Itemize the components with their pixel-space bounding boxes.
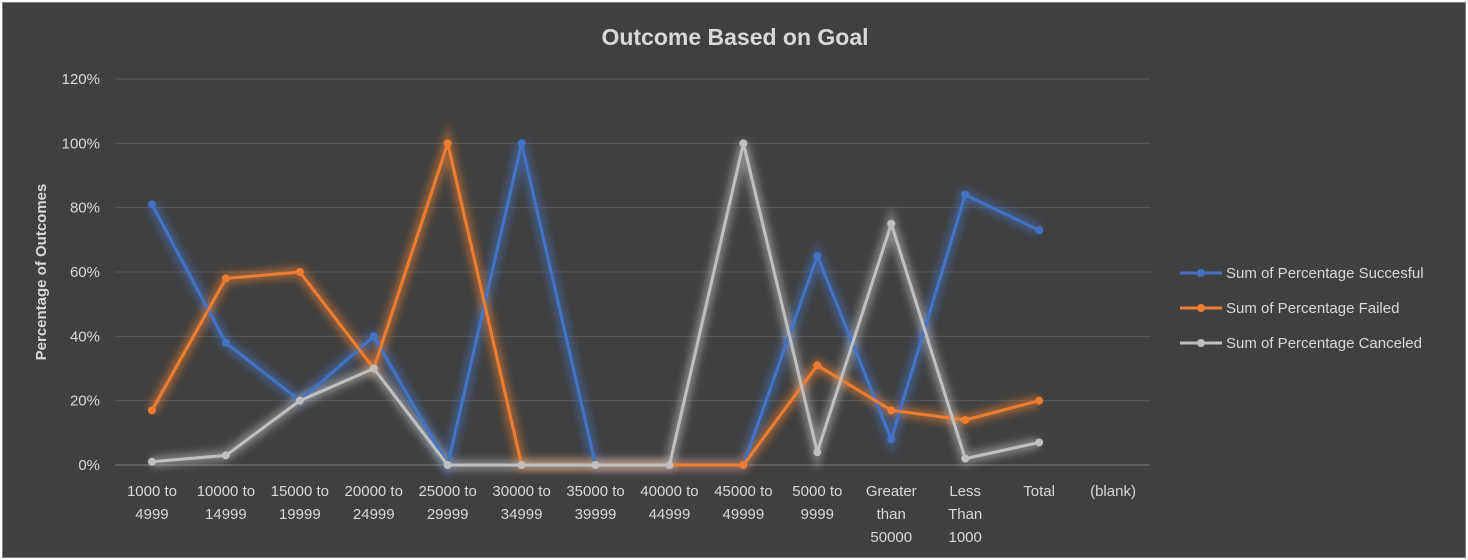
chart-title: Outcome Based on Goal [601,24,868,50]
legend-label: Sum of Percentage Canceled [1226,335,1422,352]
x-tick-label: 10000 to 14999 [197,483,255,523]
data-point [369,332,378,341]
y-tick-label: 20% [70,393,100,410]
data-point [517,461,526,469]
y-axis-ticks: 0% 20% 40% 60% 80% 100% 120% [62,71,100,474]
data-point [961,190,970,199]
data-point [813,361,822,370]
data-point [887,406,896,415]
x-tick-label: (blank) [1090,483,1136,500]
y-axis-title: Percentage of Outcomes [33,184,50,361]
legend-marker [1197,339,1205,347]
data-point [221,274,230,283]
x-tick-label: 35000 to 39999 [566,483,624,523]
data-point [887,435,896,444]
x-tick-label: Less Than 1000 [948,483,982,546]
x-tick-label: 15000 to 19999 [271,483,329,523]
series-lines [147,139,1044,469]
data-point [887,219,896,228]
data-point [443,461,452,469]
data-point [221,338,230,347]
x-tick-label: 30000 to 34999 [492,483,550,523]
data-point [1035,396,1044,405]
y-tick-label: 80% [70,200,100,217]
series-glow [147,124,1042,479]
data-point [369,364,378,373]
grid-lines [115,78,1150,402]
data-point [147,406,156,415]
legend: Sum of Percentage Succesful Sum of Percen… [1180,265,1424,352]
x-tick-label: 45000 to 49999 [714,483,772,523]
data-point [295,268,304,276]
x-tick-label: 40000 to 44999 [640,483,698,523]
data-point [295,396,304,405]
data-point [739,461,748,469]
x-tick-label: 5000 to 9999 [792,483,842,523]
y-tick-label: 0% [78,457,100,474]
x-tick-label: 25000 to 29999 [418,483,476,523]
data-point [739,139,748,148]
y-tick-label: 40% [70,328,100,345]
x-tick-label: Greater than 50000 [866,483,917,546]
legend-label: Sum of Percentage Succesful [1226,265,1424,282]
data-point [147,200,156,209]
data-point [1035,438,1044,447]
data-point [443,139,452,148]
x-tick-label: 20000 to 24999 [345,483,403,523]
legend-marker [1197,269,1205,277]
data-point [147,457,156,466]
y-tick-label: 60% [70,264,100,281]
y-tick-label: 120% [62,71,100,88]
data-point [591,461,600,469]
data-point [813,448,822,457]
data-point [961,415,970,424]
data-point [517,139,526,148]
x-tick-label: 1000 to 4999 [127,483,177,523]
data-point [1035,226,1044,235]
x-axis-ticks: 1000 to 4999 10000 to 14999 15000 to 19999 200… [127,483,1136,546]
y-tick-label: 100% [62,135,100,152]
data-point [961,454,970,463]
x-tick-label: Total [1023,483,1055,500]
data-point [221,451,230,460]
data-point [813,251,822,260]
legend-label: Sum of Percentage Failed [1226,300,1399,317]
legend-marker [1197,304,1205,312]
data-point [665,461,674,469]
